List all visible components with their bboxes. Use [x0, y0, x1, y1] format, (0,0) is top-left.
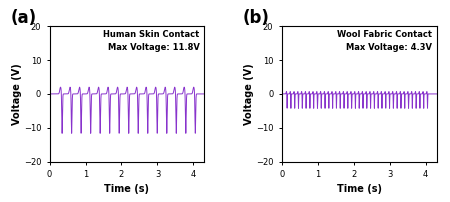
Text: Human Skin Contact
Max Voltage: 11.8V: Human Skin Contact Max Voltage: 11.8V	[104, 30, 200, 52]
Y-axis label: Voltage (V): Voltage (V)	[12, 63, 22, 125]
X-axis label: Time (s): Time (s)	[337, 184, 382, 195]
X-axis label: Time (s): Time (s)	[104, 184, 149, 195]
Text: (a): (a)	[11, 9, 37, 27]
Y-axis label: Voltage (V): Voltage (V)	[244, 63, 255, 125]
Text: (b): (b)	[243, 9, 270, 27]
Text: Wool Fabric Contact
Max Voltage: 4.3V: Wool Fabric Contact Max Voltage: 4.3V	[337, 30, 432, 52]
